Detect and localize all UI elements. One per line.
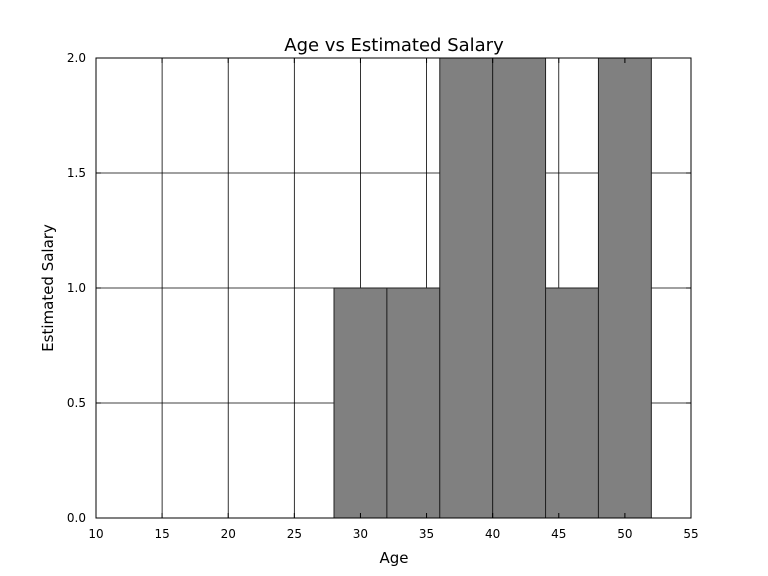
x-tick-labels: 10 15 20 25 30 35 40 45 50 55 (88, 527, 698, 541)
x-tick-label: 15 (154, 527, 169, 541)
histogram-bar (545, 287, 599, 519)
chart-title: Age vs Estimated Salary (284, 35, 504, 56)
y-tick-label: 1.0 (67, 281, 86, 295)
x-tick-label: 50 (617, 527, 632, 541)
y-tick-label: 0.0 (67, 511, 86, 525)
y-tick-label: 2.0 (67, 51, 86, 65)
ticks (95, 57, 692, 519)
y-axis-label: Estimated Salary (39, 224, 57, 352)
y-tick-labels: 0.0 0.5 1.0 1.5 2.0 (67, 51, 86, 525)
y-tick-label: 0.5 (67, 396, 86, 410)
x-tick-label: 40 (485, 527, 500, 541)
x-tick-label: 55 (683, 527, 698, 541)
histogram-bar (597, 57, 652, 519)
x-tick-label: 45 (551, 527, 566, 541)
x-tick-label: 10 (88, 527, 103, 541)
x-tick-label: 20 (221, 527, 236, 541)
x-tick-label: 35 (419, 527, 434, 541)
x-tick-label: 30 (353, 527, 368, 541)
histogram-bar (492, 57, 547, 519)
histogram-bar (333, 287, 388, 519)
histogram-bar (439, 57, 494, 519)
x-tick-label: 25 (287, 527, 302, 541)
x-axis-label: Age (379, 549, 408, 567)
bars (333, 57, 652, 519)
histogram-bar (386, 287, 441, 519)
y-tick-label: 1.5 (67, 166, 86, 180)
